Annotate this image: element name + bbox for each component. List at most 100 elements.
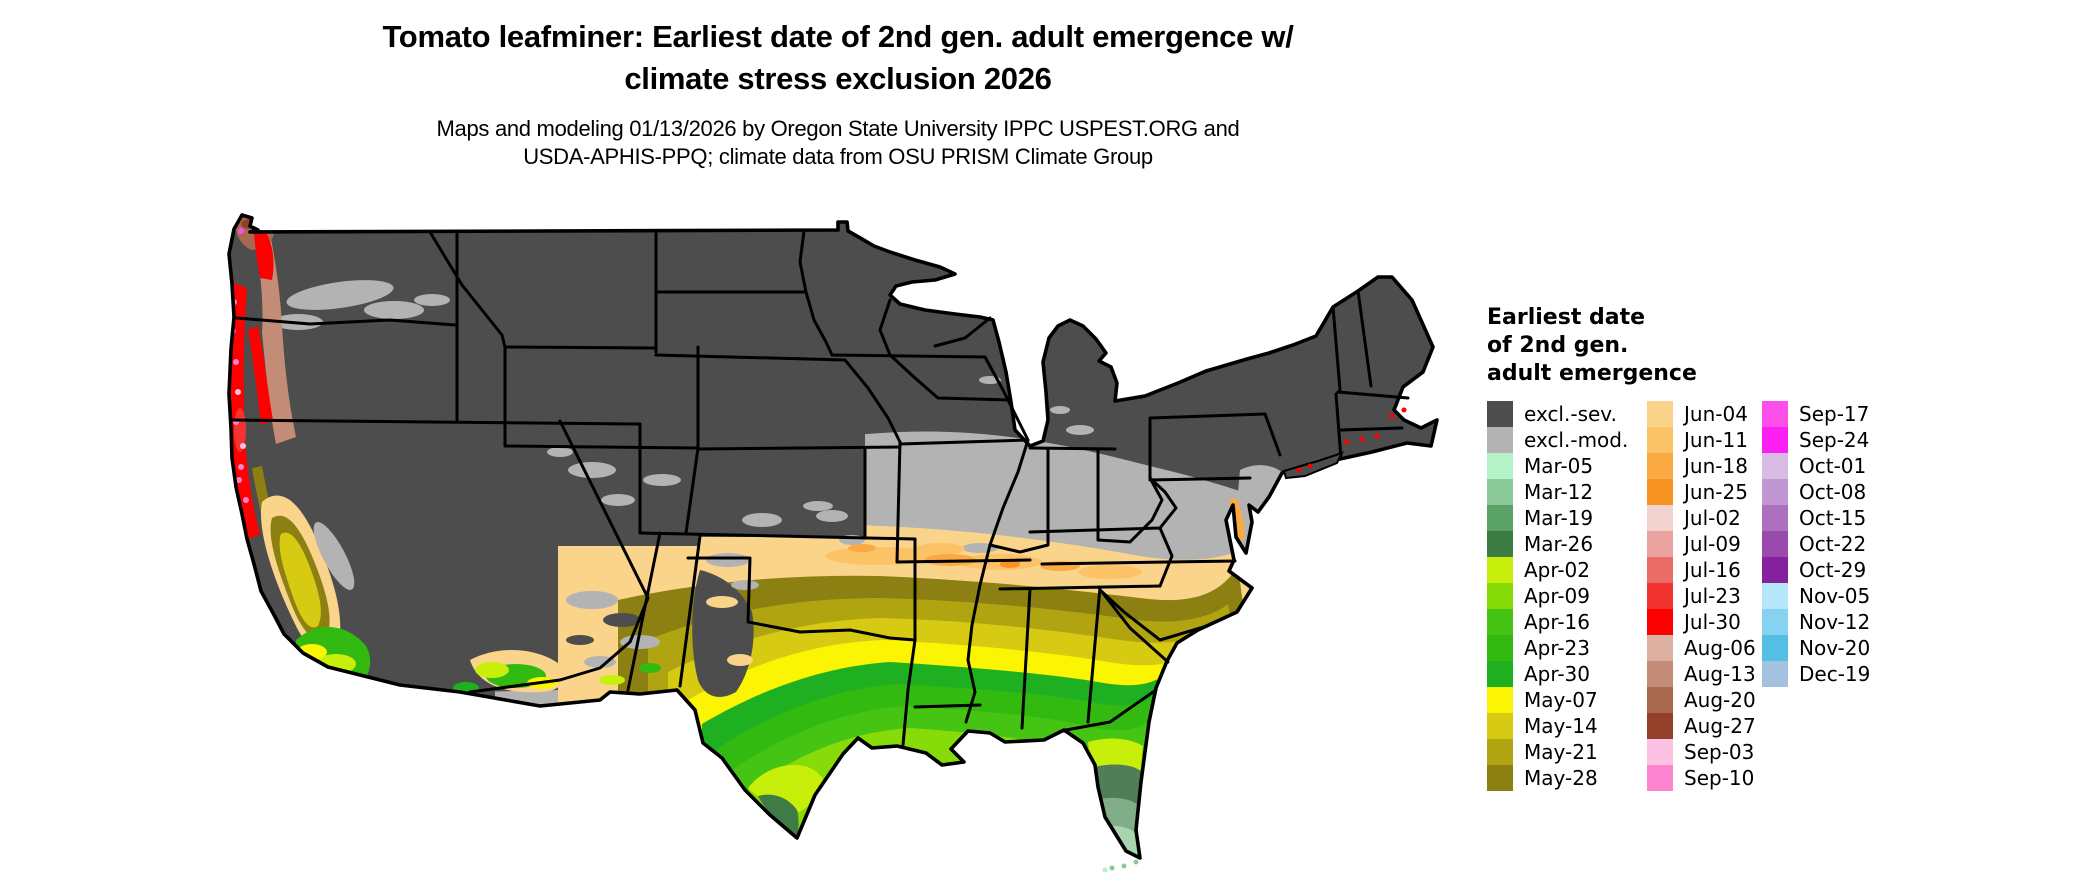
legend-columns: excl.-sev. excl.-mod. Mar-05 Mar-12 Mar-19 Ma… <box>1487 401 1912 791</box>
legend-item: Oct-15 <box>1762 505 1912 531</box>
legend-item: Jul-09 <box>1647 531 1762 557</box>
title-block: Tomato leafminer: Earliest date of 2nd g… <box>0 16 1676 171</box>
legend-label: Jun-25 <box>1684 480 1748 504</box>
legend-item: Apr-23 <box>1487 635 1647 661</box>
legend-label: excl.-sev. <box>1524 402 1617 426</box>
legend-swatch <box>1647 453 1673 479</box>
legend-label: Jun-04 <box>1684 402 1748 426</box>
patch-blobs <box>273 280 1094 685</box>
legend-swatch <box>1487 661 1513 687</box>
legend-label: Jun-18 <box>1684 454 1748 478</box>
legend-item: Jun-18 <box>1647 453 1762 479</box>
legend-item: Aug-06 <box>1647 635 1762 661</box>
legend-label: Aug-06 <box>1684 636 1756 660</box>
legend-column-3: Sep-17 Sep-24 Oct-01 Oct-08 Oct-15 Oct-22 Oct-… <box>1762 401 1912 791</box>
map-subtitle-line2: USDA-APHIS-PPQ; climate data from OSU PR… <box>523 144 1153 169</box>
legend-item: Sep-10 <box>1647 765 1762 791</box>
florida-gradient <box>1088 738 1143 856</box>
legend-label: Apr-09 <box>1524 584 1590 608</box>
map-title-line1: Tomato leafminer: Earliest date of 2nd g… <box>382 19 1294 54</box>
legend-item: Sep-24 <box>1762 427 1912 453</box>
legend-swatch <box>1647 505 1673 531</box>
legend-label: Sep-17 <box>1799 402 1870 426</box>
legend-item: May-21 <box>1487 739 1647 765</box>
legend-swatch <box>1487 427 1513 453</box>
legend-title-line2: of 2nd gen. <box>1487 333 1629 358</box>
legend-title-line3: adult emergence <box>1487 361 1697 386</box>
legend-item: Oct-22 <box>1762 531 1912 557</box>
legend-label: Jun-11 <box>1684 428 1748 452</box>
legend: Earliest date of 2nd gen. adult emergenc… <box>1487 304 1912 791</box>
legend-label: Sep-10 <box>1684 766 1755 790</box>
legend-swatch <box>1647 427 1673 453</box>
legend-label: Oct-01 <box>1799 454 1867 478</box>
legend-label: Apr-23 <box>1524 636 1590 660</box>
legend-swatch <box>1762 531 1788 557</box>
legend-label: Mar-05 <box>1524 454 1594 478</box>
legend-swatch <box>1487 687 1513 713</box>
legend-item: Jul-02 <box>1647 505 1762 531</box>
legend-item: Aug-13 <box>1647 661 1762 687</box>
legend-item: May-07 <box>1487 687 1647 713</box>
legend-swatch <box>1487 713 1513 739</box>
legend-item: Apr-30 <box>1487 661 1647 687</box>
legend-item: Nov-05 <box>1762 583 1912 609</box>
legend-item: Mar-19 <box>1487 505 1647 531</box>
legend-item: Jul-30 <box>1647 609 1762 635</box>
legend-swatch <box>1487 557 1513 583</box>
legend-item: Jun-11 <box>1647 427 1762 453</box>
legend-label: Jul-16 <box>1684 558 1741 582</box>
northeast-gray-patch <box>1238 465 1288 508</box>
map-fill-layers <box>229 215 1437 858</box>
map-title-line2: climate stress exclusion 2026 <box>624 61 1052 96</box>
map-subtitle: Maps and modeling 01/13/2026 by Oregon S… <box>0 115 1676 171</box>
legend-swatch <box>1487 739 1513 765</box>
legend-label: May-07 <box>1524 688 1598 712</box>
legend-item: Sep-03 <box>1647 739 1762 765</box>
legend-label: Nov-20 <box>1799 636 1871 660</box>
legend-label: Sep-24 <box>1799 428 1870 452</box>
legend-item: Apr-16 <box>1487 609 1647 635</box>
legend-item: Mar-12 <box>1487 479 1647 505</box>
legend-swatch <box>1487 505 1513 531</box>
legend-swatch <box>1647 687 1673 713</box>
legend-label: May-14 <box>1524 714 1598 738</box>
legend-label: Jul-02 <box>1684 506 1741 530</box>
legend-swatch <box>1647 401 1673 427</box>
legend-label: Oct-15 <box>1799 506 1867 530</box>
legend-label: Oct-08 <box>1799 480 1867 504</box>
legend-item: excl.-mod. <box>1487 427 1647 453</box>
legend-item: Apr-02 <box>1487 557 1647 583</box>
legend-item: Sep-17 <box>1762 401 1912 427</box>
legend-swatch <box>1762 401 1788 427</box>
legend-swatch <box>1762 557 1788 583</box>
legend-label: Apr-02 <box>1524 558 1590 582</box>
legend-label: Aug-13 <box>1684 662 1756 686</box>
legend-swatch <box>1762 635 1788 661</box>
legend-item: Jul-16 <box>1647 557 1762 583</box>
legend-swatch <box>1487 479 1513 505</box>
legend-label: Jul-09 <box>1684 532 1741 556</box>
legend-label: Oct-22 <box>1799 532 1867 556</box>
legend-swatch <box>1762 505 1788 531</box>
legend-label: Sep-03 <box>1684 740 1755 764</box>
legend-swatch <box>1487 635 1513 661</box>
legend-swatch <box>1647 661 1673 687</box>
legend-label: Apr-30 <box>1524 662 1590 686</box>
legend-swatch <box>1647 557 1673 583</box>
legend-label: Nov-12 <box>1799 610 1871 634</box>
legend-item: Jun-25 <box>1647 479 1762 505</box>
legend-label: Mar-12 <box>1524 480 1594 504</box>
legend-swatch <box>1487 531 1513 557</box>
legend-swatch <box>1487 453 1513 479</box>
legend-swatch <box>1647 531 1673 557</box>
legend-swatch <box>1647 739 1673 765</box>
legend-item: Jun-04 <box>1647 401 1762 427</box>
legend-swatch <box>1487 765 1513 791</box>
legend-swatch <box>1487 609 1513 635</box>
legend-swatch <box>1762 453 1788 479</box>
south-texas-tip <box>748 764 826 838</box>
legend-label: May-28 <box>1524 766 1598 790</box>
